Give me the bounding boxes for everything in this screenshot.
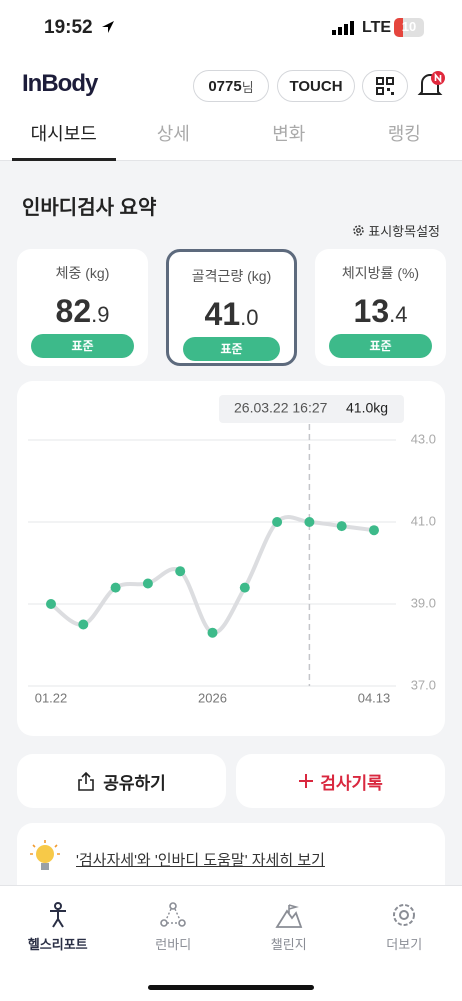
data-point — [46, 599, 56, 609]
nav-label: 헬스리포트 — [0, 934, 116, 953]
record-label: 검사기록 — [320, 769, 383, 794]
nav-icon — [275, 901, 303, 929]
share-button[interactable]: 공유하기 — [17, 754, 226, 808]
nav-item[interactable]: 챌린지 — [231, 886, 347, 966]
y-tick-label: 41.0 — [411, 513, 436, 528]
data-point — [78, 620, 88, 630]
data-point — [111, 583, 121, 593]
nav-label: 챌린지 — [231, 934, 347, 953]
data-point — [175, 566, 185, 576]
y-tick-label: 43.0 — [411, 431, 436, 446]
tooltip-value: 41.0kg — [346, 400, 388, 416]
data-point — [369, 525, 379, 535]
data-point — [304, 517, 314, 527]
share-label: 공유하기 — [103, 769, 166, 794]
nav-item[interactable]: 더보기 — [347, 886, 462, 966]
nav-icon — [159, 901, 187, 929]
nav-item[interactable]: 헬스리포트 — [0, 886, 116, 966]
data-point — [240, 583, 250, 593]
nav-item[interactable]: 런바디 — [116, 886, 232, 966]
data-line — [51, 517, 374, 633]
nav-icon — [390, 901, 418, 929]
x-tick-label: 01.22 — [35, 690, 68, 705]
data-point — [143, 579, 153, 589]
tip-link[interactable]: '검사자세'와 '인바디 도움말' 자세히 보기 — [76, 849, 325, 870]
x-tick-label: 04.13 — [358, 690, 391, 705]
home-indicator — [148, 985, 314, 990]
data-point — [337, 521, 347, 531]
chart: 37.0 39.0 41.0 43.0 01.22 2026 04.13 26.03.22 1… — [0, 0, 462, 760]
y-tick-label: 39.0 — [411, 595, 436, 610]
data-point — [272, 517, 282, 527]
record-button[interactable]: 검사기록 — [236, 754, 445, 808]
bulb-icon — [30, 840, 60, 876]
nav-icon — [44, 901, 72, 929]
nav-label: 더보기 — [347, 934, 462, 953]
data-point — [208, 628, 218, 638]
nav-label: 런바디 — [116, 934, 232, 953]
x-tick-label: 2026 — [198, 690, 227, 705]
plus-icon — [298, 773, 314, 789]
tooltip-date: 26.03.22 16:27 — [234, 400, 328, 416]
y-tick-label: 37.0 — [411, 677, 436, 692]
share-icon — [77, 771, 95, 791]
